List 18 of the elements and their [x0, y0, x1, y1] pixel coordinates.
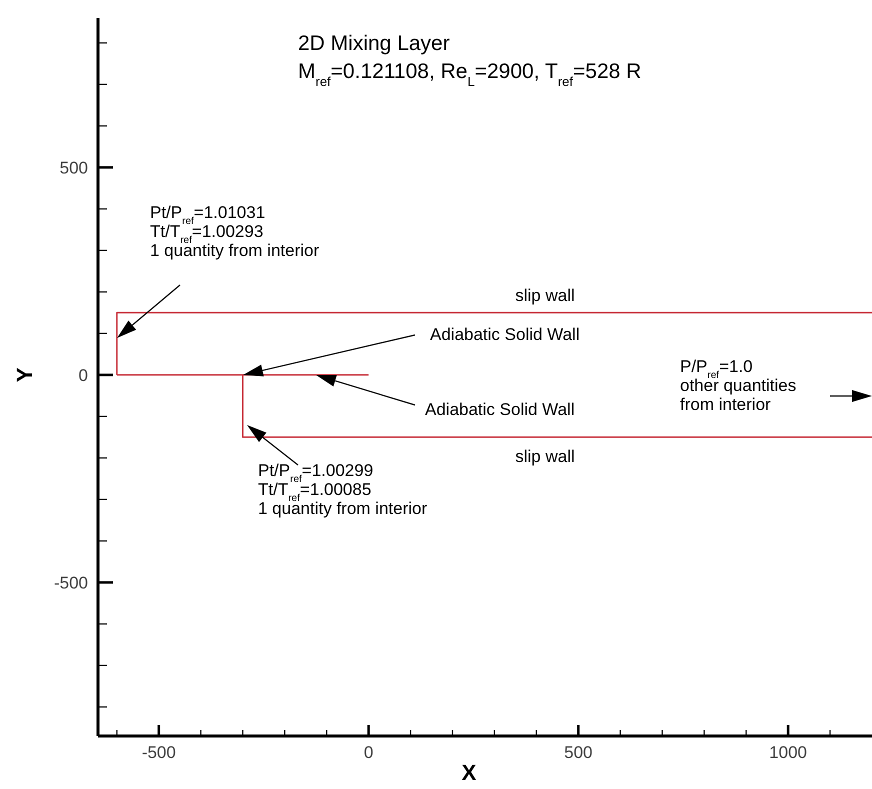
text: M$_{ref}$=0.121108, Re$_{L}$=2900, T$_{ref}$=528 R	[298, 60, 642, 88]
x-tick-label: 0	[364, 743, 374, 762]
annotation: slip wall	[515, 447, 575, 466]
y-tick-label: 500	[60, 158, 88, 178]
x-tick-label: 500	[564, 743, 593, 762]
x-tick-label: -500	[142, 743, 176, 762]
x-tick-label: 1000	[769, 743, 808, 762]
text: 2D Mixing Layer	[298, 32, 450, 55]
y-axis-title: Y	[12, 367, 37, 382]
annotation: Pt/P$_{ref}$=1.01031 Tt/T$_{ref}$=1.00293 1 quantity from interior	[150, 203, 320, 260]
annotation: Adiabatic Solid Wall	[430, 325, 580, 344]
annotation: Adiabatic Solid Wall	[425, 400, 575, 419]
annotation: P/P$_{ref}$=1.0 other quantities from interior	[680, 357, 796, 414]
y-tick-label: 0	[78, 366, 88, 385]
y-tick-label: -500	[54, 573, 88, 592]
annotation: Pt/P$_{ref}$=1.00299 Tt/T$_{ref}$=1.00085 1 quantity from interior	[258, 461, 428, 518]
annotation: slip wall	[515, 286, 575, 305]
x-axis-title: X	[462, 760, 477, 785]
